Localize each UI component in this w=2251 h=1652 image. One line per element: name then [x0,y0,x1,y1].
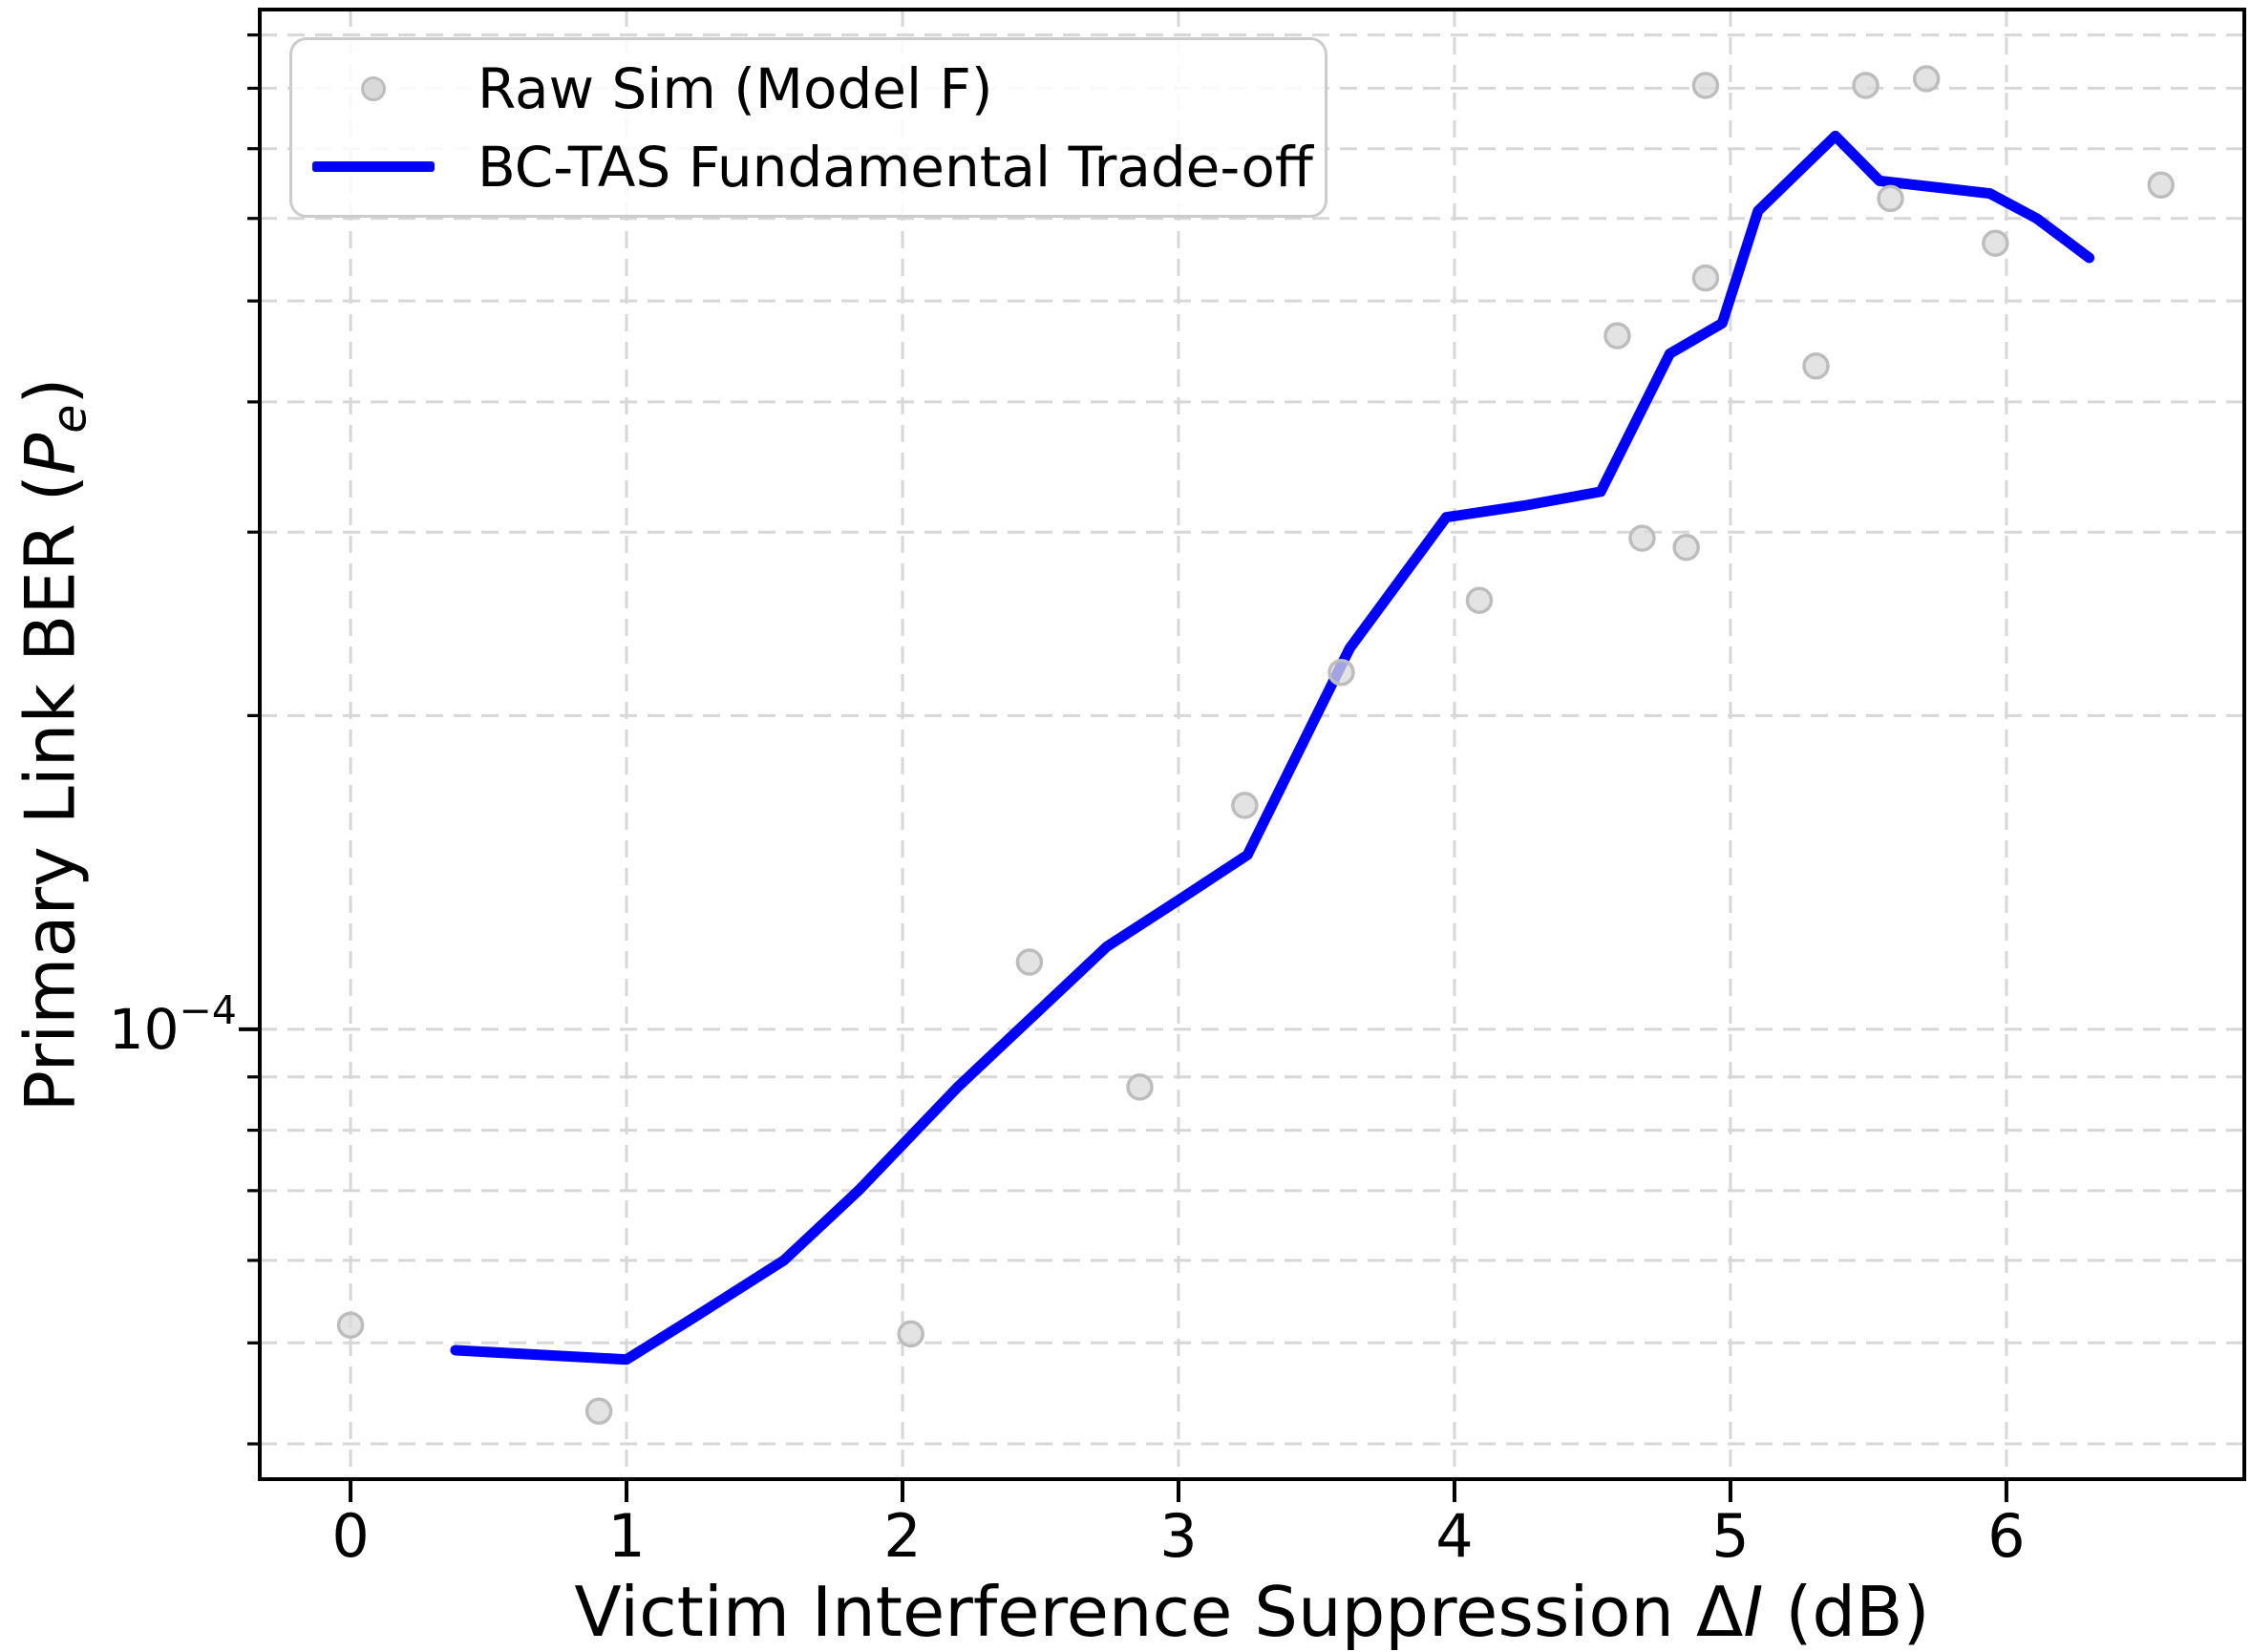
y-axis-variable-subscript: e [42,404,97,434]
y-axis-label: Primary Link BER (Pe) [10,378,96,1112]
scatter-point [1982,229,2009,257]
x-tick-label: 0 [331,1501,369,1571]
legend-handle-line [302,161,445,172]
x-tick-label: 1 [607,1501,645,1571]
y-axis-label-text: Primary Link BER ( [10,475,91,1112]
scatter-point [1691,264,1720,292]
x-tick-label: 6 [1987,1501,2025,1571]
legend-item-raw-sim: Raw Sim (Model F) [302,50,1315,128]
x-axis-variable: I [1743,1572,1764,1652]
scatter-point [1912,65,1941,93]
y-axis-variable: P [10,433,91,476]
scatter-point [1691,72,1720,99]
scatter-point [1852,72,1879,99]
tradeoff-line [450,130,2095,1366]
line-swatch-icon [312,161,435,172]
plot-spines [258,8,2246,1481]
scatter-point [1877,184,1904,213]
x-tick-label: 4 [1435,1501,1473,1571]
scatter-point [336,1311,365,1339]
legend-label-raw-sim: Raw Sim (Model F) [478,55,993,121]
scatter-point [2147,171,2175,200]
x-tick-label: 3 [1159,1501,1197,1571]
x-axis-label-unit: (dB) [1763,1572,1930,1652]
scatter-point [1231,792,1259,819]
scatter-marker-icon [361,75,386,101]
legend-item-tradeoff: BC-TAS Fundamental Trade-off [302,128,1315,206]
scatter-point [1015,948,1044,976]
scatter-point [1603,322,1631,349]
scatter-point [1802,352,1830,380]
delta-symbol: Δ [1695,1572,1744,1652]
y-tick-label: 10−4 [109,987,237,1062]
x-tick-label: 2 [883,1501,921,1571]
legend-handle-scatter [302,75,445,101]
scatter-point [1126,1073,1154,1101]
x-axis-label-text: Victim Interference Suppression [574,1572,1696,1652]
legend: Raw Sim (Model F) BC-TAS Fundamental Tra… [289,37,1327,218]
y-axis-label-close: ) [10,377,91,405]
scatter-point [1465,586,1494,614]
scatter-point [584,1397,613,1426]
legend-label-tradeoff: BC-TAS Fundamental Trade-off [478,134,1313,200]
scatter-point [1672,534,1700,561]
scatter-point [897,1320,924,1348]
x-axis-label: Victim Interference Suppression ΔI (dB) [574,1572,1929,1652]
x-tick-label: 5 [1711,1501,1749,1571]
scatter-point [1327,658,1355,687]
scatter-point [1628,524,1656,552]
